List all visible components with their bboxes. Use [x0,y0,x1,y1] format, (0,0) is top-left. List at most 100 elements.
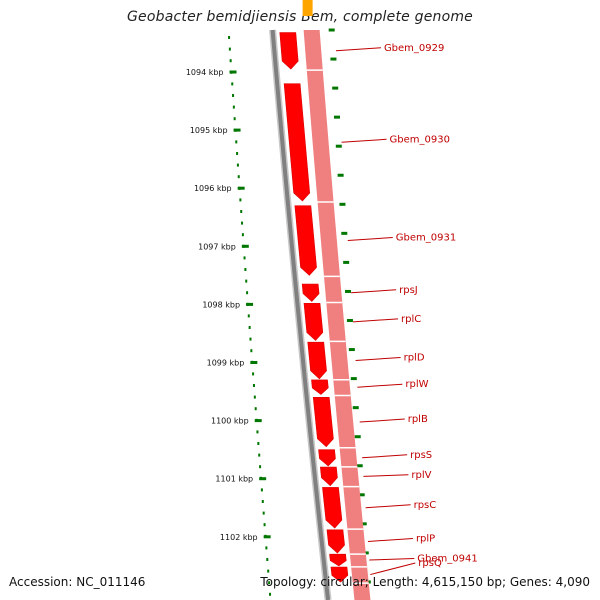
scale-dot [248,326,251,329]
minor-tick [345,289,352,293]
scale-dot [247,314,250,318]
gene-arrow [330,566,349,583]
kbp-tick [263,535,271,539]
minor-tick [332,86,339,90]
genome-stats-text: Topology: circular; Length: 4,615,150 bp… [260,575,590,589]
kbp-tick [229,70,237,74]
scale-dot [266,558,269,561]
gene-label: Gbem_0929 [384,43,444,54]
gene-arrow [283,83,311,202]
gene-label: Gbem_0941 [417,553,477,564]
gene-label: rplV [411,470,431,481]
scale-dot [262,511,265,515]
gene-arrow [329,553,347,567]
gene-label: rpsC [414,500,437,511]
minor-tick [346,319,353,322]
scale-dot [258,453,261,457]
scale-dot [268,581,271,585]
kbp-tick [259,477,267,481]
kbp-tick [246,302,254,306]
minor-tick [350,377,357,381]
gene-leader-line [351,289,397,294]
gene-leader-line [359,418,405,423]
backbone-layer [269,29,332,600]
gene-label-layer: Gbem_0929 Gbem_0930 Gbem_0931 rpsJ rplC rplD r… [335,43,478,576]
kbp-tick [254,419,262,423]
kbp-tick-label: 1100 kbp [211,417,249,426]
gene-arrow [322,487,343,529]
scale-dot [231,82,234,86]
minor-tick [339,202,346,206]
gene-leader-line [352,318,399,323]
gene-arrow [279,32,299,70]
scale-dot [243,256,246,260]
gene-label: rpsS [410,450,432,461]
gene-leader-line [369,557,415,561]
minor-tick [343,260,350,264]
minor-tick [341,231,348,235]
gene-leader-line [335,47,381,52]
minor-tick [356,464,363,468]
kbp-tick-label: 1099 kbp [207,359,245,368]
kbp-tick-label: 1102 kbp [220,533,258,542]
outer-gene-band [303,30,371,600]
gene-track-layer [279,0,371,600]
scale-dot [235,140,238,144]
kbp-tick-label: 1098 kbp [202,300,240,309]
kbp-tick [250,361,258,364]
minor-tick [354,435,361,439]
gene-label: rplD [404,352,425,363]
orange-gene [302,0,313,16]
gene-leader-line [367,537,413,542]
scale-dot [232,94,235,97]
gene-leader-line [363,474,409,477]
gene-leader-line [362,454,408,459]
scale-dot [253,395,256,399]
gene-label: Gbem_0931 [396,232,456,243]
kbp-tick-label: 1096 kbp [194,184,232,193]
kbp-tick-label: 1094 kbp [186,68,224,77]
gene-label: rpsQ [418,558,442,569]
scale-dot [257,442,260,445]
scale-dot [246,291,249,295]
scale-dot [236,152,239,155]
minor-tick [328,28,335,32]
kbp-tick [241,244,249,248]
scale-dot [241,233,244,237]
kbp-tick-label: 1095 kbp [190,126,228,135]
minor-tick [360,522,367,526]
kbp-tick [233,128,241,132]
gene-leader-line [370,562,416,576]
gene-arrow [312,397,334,448]
scale-dot [228,36,231,39]
scale-dot [254,407,257,411]
minor-tick [337,173,344,177]
gene-arrow [326,529,345,554]
scale-dot [245,279,248,283]
scale-dot [232,105,235,109]
minor-tick [335,144,342,148]
scale-dot [259,465,262,469]
scale-dot [252,384,255,387]
gene-leader-line [355,356,401,361]
gene-arrow [320,466,338,487]
scale-dot [244,268,247,271]
gene-label: rplP [416,533,435,544]
scale-dot [233,117,236,121]
scale-dot [269,592,272,596]
gene-label: rplB [408,414,428,425]
kbp-tick [237,186,245,190]
scale-dot [267,569,270,573]
scale-dot [239,198,242,202]
scale-dot [236,163,239,167]
gene-arrow [294,205,317,276]
scale-dot [237,175,240,179]
minor-tick [330,57,337,61]
backbone-line [270,29,331,600]
scale-dot [229,59,232,63]
gene-label: rpsJ [399,285,418,296]
gene-label: rplW [405,379,428,390]
scale-dot [261,500,264,503]
gene-arrow [307,341,327,380]
